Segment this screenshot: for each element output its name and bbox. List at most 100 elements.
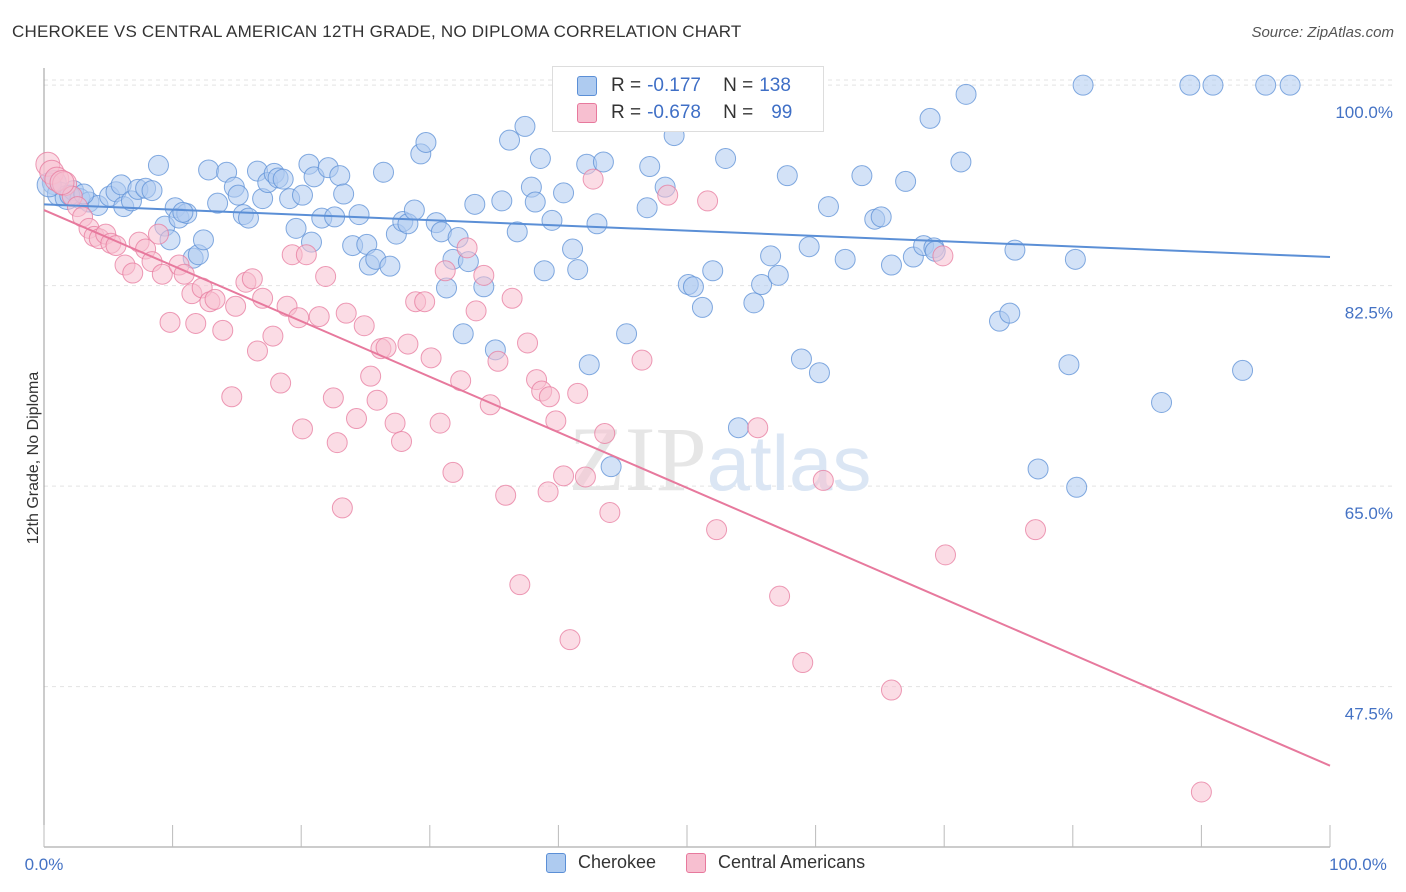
central-americans-point <box>495 484 517 506</box>
central-americans-point <box>932 245 954 267</box>
central-americans-point <box>769 585 791 607</box>
central-americans-point <box>934 544 956 566</box>
central-americans-point <box>567 382 589 404</box>
central-americans-point <box>487 350 509 372</box>
central-americans-point <box>465 300 487 322</box>
central-americans-point <box>241 268 263 290</box>
cherokee-point <box>415 131 437 153</box>
central-americans-point <box>599 501 621 523</box>
central-americans-point <box>315 265 337 287</box>
cherokee-point <box>141 180 163 202</box>
cherokee-point <box>499 129 521 151</box>
cherokee-point <box>1066 476 1088 498</box>
cherokee-point <box>636 197 658 219</box>
central-americans-point <box>159 311 181 333</box>
central-americans-point <box>631 349 653 371</box>
central-americans-r-value: -0.678 <box>647 102 701 123</box>
central-americans-n-value: 99 <box>771 102 793 123</box>
central-americans-point <box>212 319 234 341</box>
cherokee-point <box>379 255 401 277</box>
central-americans-point <box>594 422 616 444</box>
central-americans-point <box>442 461 464 483</box>
cherokee-point <box>192 229 214 251</box>
central-americans-point <box>434 260 456 282</box>
central-americans-point <box>49 170 75 196</box>
cherokee-point <box>272 168 294 190</box>
cherokee-point <box>751 274 773 296</box>
central-americans-point <box>574 466 596 488</box>
cherokee-point <box>1202 74 1224 96</box>
central-americans-point <box>262 325 284 347</box>
central-americans-point <box>501 287 523 309</box>
cherokee-point <box>639 156 661 178</box>
cherokee-point <box>348 204 370 226</box>
central-americans-point <box>147 223 169 245</box>
cherokee-point <box>533 260 555 282</box>
cherokee-point <box>702 260 724 282</box>
central-americans-point <box>880 679 902 701</box>
cherokee-point <box>578 354 600 376</box>
cherokee-point <box>1151 392 1173 414</box>
y-axis-label: 12th Grade, No Diploma <box>25 372 42 545</box>
central-americans-points <box>35 151 1212 803</box>
central-americans-point <box>657 184 679 206</box>
legend-row-central-americans: R = -0.678 N = 99 <box>553 100 792 126</box>
cherokee-point <box>715 148 737 170</box>
central-americans-point <box>1190 781 1212 803</box>
cherokee-legend-swatch <box>546 852 566 873</box>
central-americans-point <box>456 237 478 259</box>
cherokee-point <box>790 348 812 370</box>
cherokee-point <box>198 159 220 181</box>
cherokee-point <box>291 184 313 206</box>
cherokee-point <box>767 264 789 286</box>
grid <box>44 79 1392 688</box>
cherokee-legend-label: Cherokee <box>578 852 657 872</box>
central-americans-point <box>204 288 226 310</box>
legend-item-central-americans: Central Americans <box>686 852 865 873</box>
cherokee-point <box>285 217 307 239</box>
cherokee-point <box>870 206 892 228</box>
cherokee-point <box>541 209 563 231</box>
cherokee-point <box>1279 74 1301 96</box>
central-americans-legend-label: Central Americans <box>718 852 866 872</box>
cherokee-point <box>562 238 584 260</box>
cherokee-point <box>1027 458 1049 480</box>
legend-row-cherokee: R = -0.177 N = 138 <box>553 73 791 99</box>
stats-legend: R = -0.177 N = 138 R = -0.678 N = 99 <box>552 66 824 132</box>
cherokee-point <box>955 83 977 105</box>
cherokee-point <box>895 170 917 192</box>
cherokee-point <box>586 213 608 235</box>
central-americans-point <box>397 333 419 355</box>
cherokee-point <box>514 115 536 137</box>
central-americans-point <box>225 295 247 317</box>
cherokee-point <box>172 201 194 223</box>
x-tick-label-max: 100.0% <box>1329 855 1387 874</box>
r-label: R = <box>611 102 642 123</box>
central-americans-trend-line <box>43 209 1331 767</box>
central-americans-point <box>331 497 353 519</box>
cherokee-point <box>592 151 614 173</box>
cherokee-point <box>691 296 713 318</box>
cherokee-trend-line <box>43 203 1331 259</box>
cherokee-point <box>798 236 820 258</box>
cherokee-point <box>524 191 546 213</box>
x-ticks <box>43 825 1331 847</box>
central-americans-point <box>322 387 344 409</box>
cherokee-point <box>553 182 575 204</box>
central-americans-legend-swatch <box>686 852 707 873</box>
cherokee-point <box>227 184 249 206</box>
cherokee-point <box>727 417 749 439</box>
cherokee-point <box>491 190 513 212</box>
cherokee-point <box>682 276 704 298</box>
central-americans-point <box>291 418 313 440</box>
central-americans-point <box>509 574 531 596</box>
cherokee-n-value: 138 <box>759 75 791 96</box>
cherokee-point <box>329 165 351 187</box>
cherokee-point <box>529 148 551 170</box>
chart-title: CHEROKEE VS CENTRAL AMERICAN 12TH GRADE,… <box>12 22 742 41</box>
cherokee-point <box>880 254 902 276</box>
central-americans-point <box>517 332 539 354</box>
cherokee-point <box>567 259 589 281</box>
y-tick-label: 65.0% <box>1345 504 1393 523</box>
